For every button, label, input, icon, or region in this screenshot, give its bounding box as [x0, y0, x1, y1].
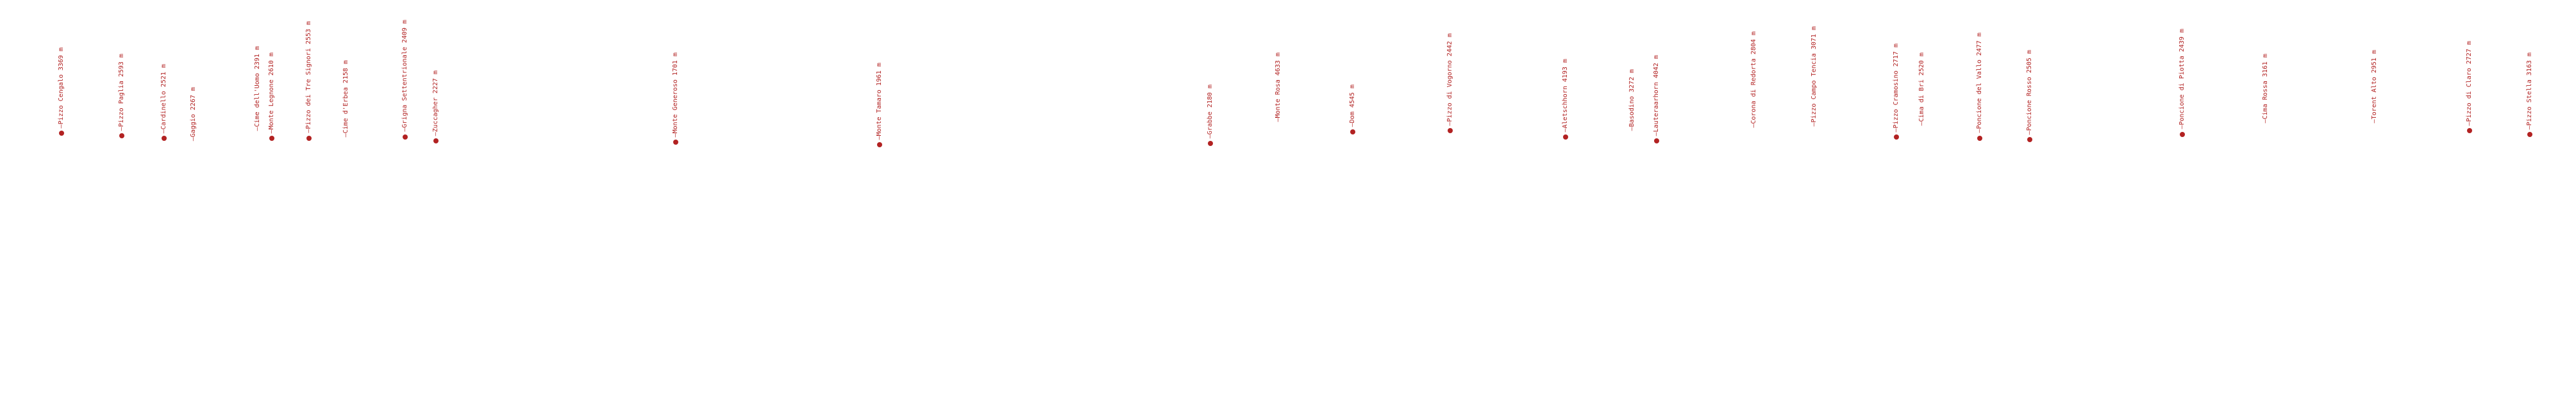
peak-dot-icon [306, 136, 312, 141]
peak-label: —Torent Alto 2951 m [2371, 49, 2378, 123]
peak-dot-icon [1894, 134, 1899, 140]
peak-label: —Corona di Redorta 2804 m [1750, 31, 1757, 128]
peak-label: —Pizzo di Vogorno 2442 m [1446, 33, 1453, 126]
peak-dot-icon [2467, 128, 2472, 133]
peak-dot-icon [433, 138, 439, 143]
peak-label: —Pizzo dei Tre Signori 2553 m [305, 21, 312, 133]
peak-label: —Cime d'Erbea 2158 m [342, 60, 349, 137]
peak-label: —Basodino 3272 m [1628, 69, 1635, 131]
peak-label: —Cima Rossa 3161 m [2262, 53, 2269, 123]
peak-label: —Zuccagher 2227 m [432, 70, 439, 136]
peak-label: —Poncione di Piotta 2439 m [2179, 29, 2186, 129]
peak-dot-icon [2027, 137, 2032, 142]
peak-label: —Pizzo Campo Tencia 3071 m [1811, 26, 1818, 127]
peak-label: —Grabbe 2180 m [1207, 84, 1214, 138]
peak-dot-icon [1654, 138, 1659, 143]
peak-label: —Poncione del Vallo 2477 m [1976, 33, 1983, 133]
peak-dot-icon [1208, 141, 1213, 146]
peak-label: —Monte Legnone 2610 m [268, 52, 275, 133]
peak-label: —Dom 4545 m [1349, 84, 1356, 127]
peak-label: —Aletschhorn 4193 m [1562, 58, 1569, 132]
peak-label: —Monte Tamaro 1961 m [876, 62, 883, 140]
peak-dot-icon [1563, 134, 1568, 140]
peak-dot-icon [2180, 132, 2185, 137]
peak-label: —Grigna Settentrionale 2409 m [401, 20, 408, 132]
peak-dot-icon [877, 142, 882, 147]
peak-dot-icon [1448, 128, 1453, 133]
peak-dot-icon [59, 131, 64, 136]
peak-label: —Gaggio 2267 m [190, 86, 197, 141]
peak-dot-icon [2527, 132, 2532, 137]
peak-label: —Cardinello 2521 m [160, 63, 167, 133]
peak-dot-icon [269, 136, 274, 141]
peak-label: —Cime dell'Uomo 2391 m [254, 45, 261, 131]
peak-label: —Pizzo Cramosino 2717 m [1893, 43, 1900, 132]
peak-label: —Lauteraarhorn 4042 m [1653, 54, 1660, 136]
peak-label: —Pizzo Cengalo 3369 m [58, 47, 65, 128]
peak-dot-icon [1977, 136, 1982, 141]
peak-label: —Pizzo Paglia 2593 m [118, 53, 125, 131]
peak-label: —Pizzo Stella 3163 m [2526, 52, 2533, 129]
peak-dot-icon [119, 133, 124, 138]
peak-dot-icon [162, 136, 167, 141]
peak-dot-icon [1350, 129, 1355, 134]
peak-label: —Monte Generoso 1701 m [672, 52, 679, 137]
peak-label: —Poncione Rosso 2505 m [2026, 49, 2033, 134]
peak-label: —Pizzo di Claro 2727 m [2466, 40, 2473, 126]
peak-label: —Cima di Bri 2520 m [1918, 52, 1925, 126]
peak-dot-icon [673, 140, 678, 145]
peak-label: —Monte Rosa 4633 m [1275, 52, 1282, 122]
peak-dot-icon [403, 134, 408, 140]
